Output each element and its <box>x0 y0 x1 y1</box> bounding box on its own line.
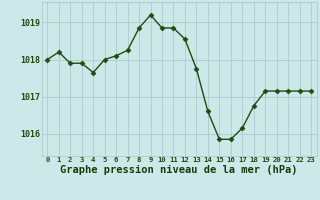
X-axis label: Graphe pression niveau de la mer (hPa): Graphe pression niveau de la mer (hPa) <box>60 165 298 175</box>
